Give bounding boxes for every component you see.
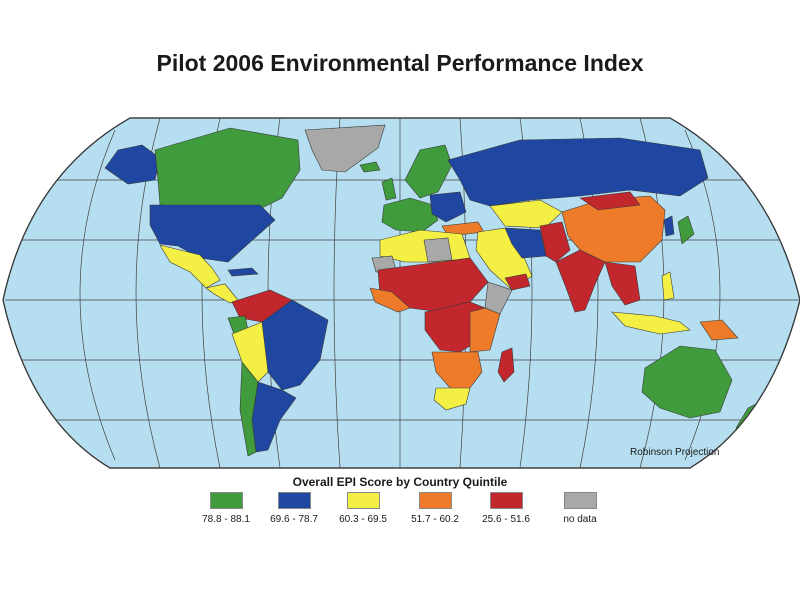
country-australia[interactable]	[641, 345, 733, 419]
region-korea[interactable]	[663, 215, 675, 237]
legend-swatch	[563, 492, 597, 509]
country-usa[interactable]	[149, 204, 276, 263]
legend-item-6: no data	[540, 492, 620, 525]
legend-title: Overall EPI Score by Country Quintile	[292, 475, 508, 489]
legend-item-2: 69.6 - 78.7	[254, 492, 334, 525]
region-caribbean[interactable]	[227, 267, 259, 277]
country-iran[interactable]	[504, 227, 547, 259]
country-south-africa[interactable]	[433, 387, 471, 411]
region-west-africa-coast[interactable]	[369, 287, 411, 313]
country-mongolia[interactable]	[579, 191, 641, 211]
legend-swatch	[277, 492, 311, 509]
country-iceland[interactable]	[359, 161, 381, 173]
country-libya[interactable]	[423, 237, 453, 263]
legend-label: no data	[563, 514, 597, 525]
country-philippines[interactable]	[661, 271, 675, 301]
legend-swatch	[489, 492, 523, 509]
legend-item-4: 51.7 - 60.2	[395, 492, 475, 525]
region-eastern-europe[interactable]	[429, 191, 467, 223]
region-southeast-asia[interactable]	[604, 261, 641, 306]
country-kazakhstan[interactable]	[489, 199, 563, 229]
legend-swatch	[209, 492, 243, 509]
map-frame	[2, 117, 800, 469]
country-madagascar[interactable]	[497, 347, 515, 383]
country-russia[interactable]	[447, 137, 709, 207]
country-greenland[interactable]	[304, 124, 386, 173]
country-papua-new-guinea[interactable]	[699, 319, 739, 341]
legend-swatch	[346, 492, 380, 509]
region-peru-bolivia[interactable]	[231, 321, 269, 383]
legend-label: 78.8 - 88.1	[202, 514, 250, 525]
country-uk[interactable]	[381, 177, 397, 201]
legend-label: 60.3 - 69.5	[339, 514, 387, 525]
projection-label: Robinson Projection	[630, 447, 720, 458]
map-title: Pilot 2006 Environmental Performance Ind…	[156, 50, 644, 76]
region-east-africa[interactable]	[469, 307, 501, 353]
legend-item-3: 60.3 - 69.5	[323, 492, 403, 525]
country-canada[interactable]	[154, 127, 301, 211]
region-afghanistan-pakistan[interactable]	[539, 221, 571, 263]
legend-item-1: 78.8 - 88.1	[186, 492, 266, 525]
region-western-europe[interactable]	[381, 197, 439, 233]
legend-label: 69.6 - 78.7	[270, 514, 318, 525]
legend-label: 25.6 - 51.6	[482, 514, 530, 525]
country-chile[interactable]	[239, 361, 259, 457]
legend-swatch	[418, 492, 452, 509]
country-indonesia[interactable]	[611, 311, 691, 335]
country-yemen[interactable]	[504, 273, 531, 291]
legend-item-5: 25.6 - 51.6	[466, 492, 546, 525]
legend-label: 51.7 - 60.2	[411, 514, 459, 525]
country-india[interactable]	[555, 249, 606, 313]
country-japan[interactable]	[677, 215, 695, 245]
country-mexico[interactable]	[159, 244, 221, 289]
